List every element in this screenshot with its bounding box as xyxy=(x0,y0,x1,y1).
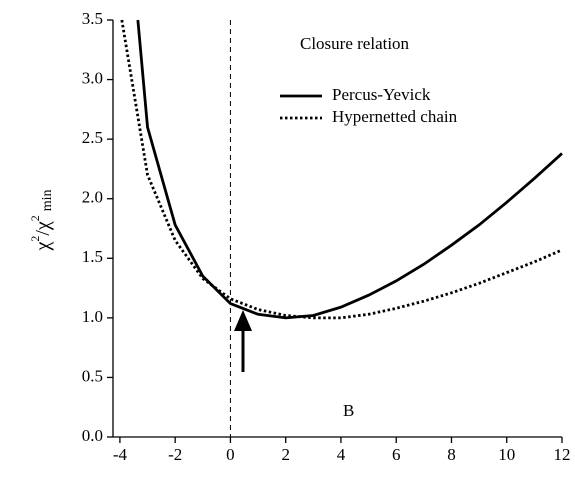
y-tick-label: 1.5 xyxy=(82,247,103,266)
arrow xyxy=(234,310,252,372)
label-part: /χ xyxy=(32,221,54,236)
label-part: χ xyxy=(32,242,54,252)
series-line xyxy=(120,19,563,320)
y-tick-label: 0.0 xyxy=(82,426,103,445)
annotation: B xyxy=(343,401,354,420)
y-tick-label: 1.0 xyxy=(82,307,103,326)
label-part: min xyxy=(40,189,55,211)
x-tick-label: 6 xyxy=(392,445,401,464)
x-tick-label: 10 xyxy=(498,445,515,464)
label-part: 2 xyxy=(28,236,42,242)
legend-label: Hypernetted chain xyxy=(332,107,458,126)
label-part: 2 xyxy=(28,215,42,221)
x-tick-label: 4 xyxy=(337,445,346,464)
x-tick-label: 2 xyxy=(281,445,290,464)
y-tick-label: 2.0 xyxy=(82,188,103,207)
y-tick-label: 0.5 xyxy=(82,366,103,385)
x-tick-label: 0 xyxy=(226,445,235,464)
x-tick-label: 8 xyxy=(447,445,456,464)
series-line xyxy=(136,19,563,320)
y-tick-label: 3.5 xyxy=(82,9,103,28)
y-tick-label: 3.0 xyxy=(82,68,103,87)
y-tick-label: 2.5 xyxy=(82,128,103,147)
x-tick-label: -4 xyxy=(113,445,128,464)
y-axis-label: χ2/χ2min xyxy=(28,189,55,251)
x-tick-label: 12 xyxy=(554,445,571,464)
x-tick-label: -2 xyxy=(168,445,182,464)
legend-label: Percus-Yevick xyxy=(332,85,431,104)
legend-title: Closure relation xyxy=(300,34,410,53)
arrow-head xyxy=(234,310,252,331)
